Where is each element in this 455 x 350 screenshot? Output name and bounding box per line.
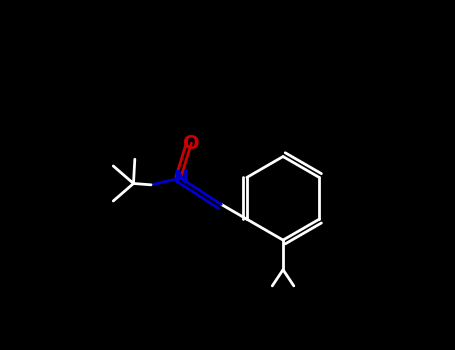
Text: O: O	[183, 134, 200, 153]
Text: N: N	[173, 169, 188, 187]
